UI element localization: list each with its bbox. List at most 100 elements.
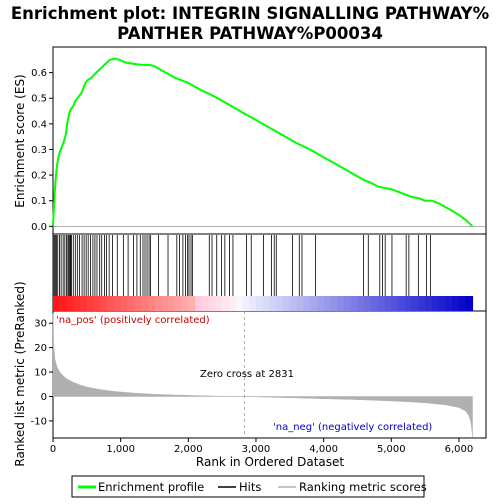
ranked-list-gradient-segment [120,296,129,311]
metric-y-tick-label: 0 [41,392,47,403]
es-y-tick-label: 0.3 [31,145,47,156]
x-tick-label: 0 [50,444,56,455]
x-tick-label: 4,000 [309,444,338,455]
chart-title-line-1: Enrichment plot: INTEGRIN SIGNALLING PAT… [11,4,490,23]
metric-y-axis-label: Ranked list metric (PreRanked) [13,281,27,466]
legend: Enrichment profile Hits Ranking metric s… [71,475,427,498]
x-tick-label: 5,000 [377,444,406,455]
ranked-list-gradient-segment [364,296,372,311]
x-tick-label: 3,000 [242,444,271,455]
legend-metric-label: Ranking metric scores [299,480,427,494]
chart-title-line-2: PANTHER PATHWAY%P00034 [117,24,383,43]
ranked-list-gradient-segment [93,296,101,311]
ranked-list-gradient-segment [337,296,345,311]
neg-correlated-label: 'na_neg' (negatively correlated) [273,422,432,433]
ranked-list-gradient-segment [289,296,298,311]
ranking-metric-area [52,313,473,437]
ranked-list-gradient-segment [445,296,453,311]
zero-cross-label: Zero cross at 2831 [200,369,294,380]
ranked-list-gradient-segment [330,296,338,311]
x-tick-label: 2,000 [174,444,203,455]
metric-panel [52,311,473,438]
ranked-list-gradient-segment [249,296,257,311]
pos-correlated-label: 'na_pos' (positively correlated) [56,315,210,326]
es-y-axis-label: Enrichment score (ES) [13,74,27,207]
ranked-list-gradient-segment [323,296,331,311]
ranked-list-gradient-segment [113,296,122,311]
ranked-list-gradient-segment [276,296,284,311]
ranked-list-gradient-segment [215,296,223,311]
legend-hits-label: Hits [239,480,261,494]
ranked-list-gradient-segment [303,296,311,311]
ranked-list-gradient-segment [222,296,230,311]
metric-y-tick-label: -10 [31,416,47,427]
ranked-list-gradient-segment [140,296,149,311]
ranked-list-gradient-segment [73,296,81,311]
ranked-list-gradient-segment [242,296,250,311]
ranked-list-gradient-segment [201,296,210,311]
es-y-tick-label: 0.2 [31,171,47,182]
ranked-list-gradient-segment [208,296,216,311]
ranked-list-gradient-segment [262,296,271,311]
ranked-list-gradient-segment [66,296,74,311]
ranked-list-gradient-segment [134,296,142,311]
ranked-list-gradient-segment [350,296,359,311]
ranked-list-gradient-segment [86,296,95,311]
hits-panel [52,235,474,311]
ranked-list-gradient-segment [161,296,169,311]
ranked-list-gradient-segment [316,296,325,311]
ranked-list-gradient-segment [283,296,291,311]
es-y-tick-label: 0.6 [31,68,47,79]
ranked-list-gradient-segment [452,296,460,311]
ranked-list-gradient-segment [195,296,203,311]
ranked-list-gradient-segment [255,296,264,311]
ranked-list-gradient-segment [370,296,379,311]
es-y-tick-label: 0.1 [31,196,47,207]
es-panel [52,57,486,228]
ranked-list-gradient-segment [411,296,419,311]
ranked-list-gradient-segment [377,296,386,311]
es-y-tick-label: 0.4 [31,119,47,130]
ranked-list-gradient-segment [438,296,447,311]
ranked-list-gradient-segment [154,296,162,311]
ranked-list-gradient-segment [147,296,156,311]
ranked-list-gradient-segment [391,296,399,311]
ranked-list-gradient-segment [228,296,237,311]
enrichment-profile-line [52,57,474,228]
ranked-list-gradient-segment [107,296,115,311]
ranked-list-gradient-segment [235,296,244,311]
metric-y-tick-label: 10 [34,368,47,379]
es-panel-frame [52,46,487,235]
ranked-list-gradient-segment [404,296,413,311]
ranked-list-gradient-segment [398,296,406,311]
ranked-list-gradient-segment [181,296,189,311]
axes: 0.0 0.1 0.2 0.3 0.4 0.5 0.6 -10 0 10 20 30 0 1,000 2,0… [31,68,474,455]
legend-enrichment-label: Enrichment profile [98,480,204,494]
ranked-list-gradient-segment [343,296,352,311]
ranked-list-gradient-segment [296,296,304,311]
ranked-list-gradient-segment [53,296,61,311]
legend-box [71,475,425,498]
ranked-list-gradient-segment [425,296,433,311]
metric-y-tick-label: 30 [34,319,47,330]
x-tick-label: 1,000 [106,444,135,455]
ranked-list-gradient-segment [59,296,68,311]
ranked-list-gradient-segment [127,296,135,311]
x-tick-label: 6,000 [445,444,474,455]
ranked-list-gradient-segment [188,296,196,311]
ranked-list-gradient-segment [168,296,176,311]
ranked-list-gradient-segment [431,296,440,311]
ranked-list-gradient-segment [458,296,467,311]
es-y-tick-label: 0.0 [31,222,47,233]
ranked-list-gradient-segment [269,296,277,311]
ranked-list-gradient-segment [310,296,318,311]
x-axis-label: Rank in Ordered Dataset [196,455,344,469]
ranked-list-gradient-segment [418,296,426,311]
ranked-list-gradient-segment [384,296,392,311]
ranked-list-gradient-segment [174,296,183,311]
ranked-list-gradient-segment [100,296,108,311]
metric-y-tick-label: 20 [34,343,47,354]
es-y-tick-label: 0.5 [31,94,47,105]
